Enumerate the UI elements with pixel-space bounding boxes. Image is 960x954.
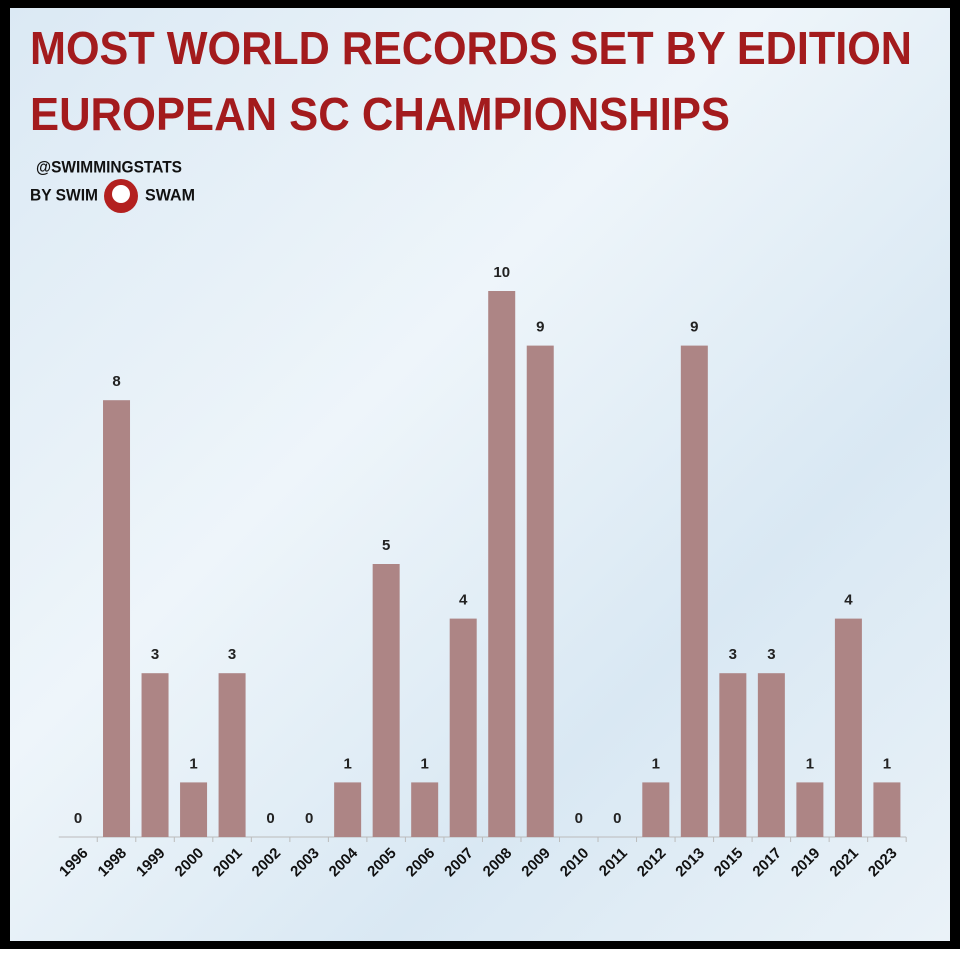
bar	[834, 618, 862, 837]
bar	[488, 291, 516, 837]
bar	[680, 345, 708, 837]
data-label: 1	[421, 755, 429, 772]
data-label: 9	[690, 319, 698, 336]
bar	[449, 618, 477, 837]
credit-by: BY SWIM	[30, 185, 98, 204]
bar	[796, 782, 824, 837]
data-label: 5	[382, 537, 390, 554]
data-label: 4	[459, 592, 468, 609]
data-label: 3	[729, 646, 737, 663]
chart-subtitle: EUROPEAN SC CHAMPIONSHIPS	[30, 88, 730, 140]
bar	[719, 673, 747, 837]
data-label: 0	[305, 810, 313, 827]
data-label: 0	[266, 810, 274, 827]
plot: 0199681998319991200032001020020200312004…	[56, 264, 907, 880]
credit-brand: SWAM	[145, 185, 195, 204]
chart-title: MOST WORLD RECORDS SET BY EDITION	[30, 22, 912, 74]
logo-face	[112, 185, 130, 203]
bar	[218, 673, 246, 837]
bar	[372, 564, 400, 837]
bar	[642, 782, 670, 837]
data-label: 1	[652, 755, 660, 772]
data-label: 4	[844, 592, 853, 609]
bar	[873, 782, 901, 837]
data-label: 1	[806, 755, 814, 772]
bar	[334, 782, 362, 837]
data-label: 0	[613, 810, 621, 827]
bar	[180, 782, 208, 837]
data-label: 0	[74, 810, 82, 827]
data-label: 3	[228, 646, 236, 663]
data-label: 9	[536, 319, 544, 336]
data-label: 3	[151, 646, 159, 663]
data-label: 1	[189, 755, 197, 772]
data-label: 3	[767, 646, 775, 663]
data-label: 1	[883, 755, 891, 772]
bar	[411, 782, 439, 837]
data-label: 10	[493, 264, 510, 281]
bar	[757, 673, 785, 837]
credit-handle: @SWIMMINGSTATS	[36, 157, 182, 176]
data-label: 0	[575, 810, 583, 827]
data-label: 1	[343, 755, 351, 772]
data-label: 8	[112, 373, 120, 390]
bar	[103, 400, 131, 837]
bar	[526, 345, 554, 837]
bar	[141, 673, 169, 837]
